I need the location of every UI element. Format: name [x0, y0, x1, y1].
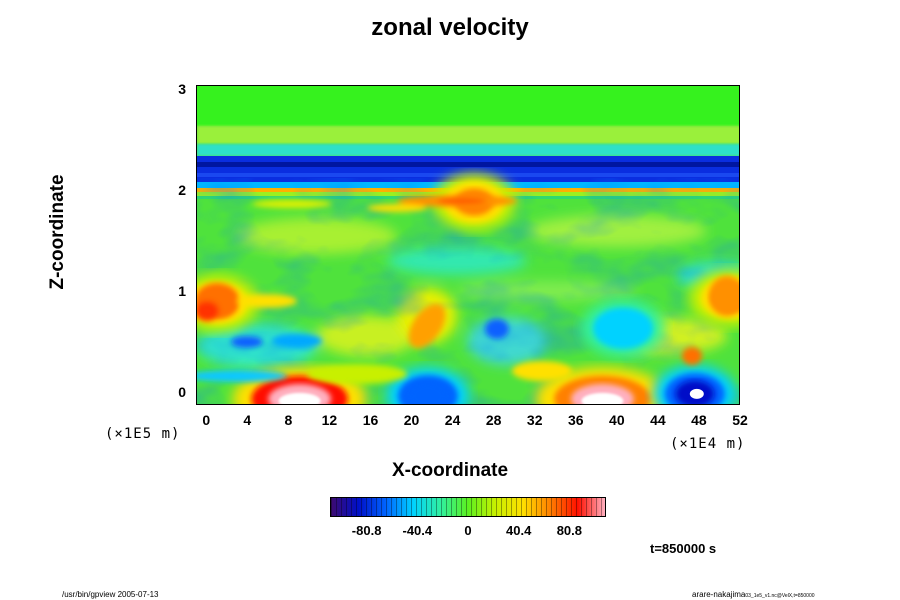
upper-green-band	[197, 86, 739, 126]
heatmap-canvas	[197, 86, 739, 404]
x-tick-label: 28	[485, 412, 502, 428]
time-label: t=850000 s	[650, 541, 717, 556]
y-tick-label: 0	[178, 383, 186, 400]
upper-yellowgreen-band	[197, 126, 739, 144]
colorbar	[330, 497, 606, 517]
feature-blob-core	[278, 392, 321, 404]
colorbar-tick-label: -80.8	[351, 523, 382, 538]
negative-band-core	[197, 162, 739, 167]
colorbar-tick-label: 80.8	[556, 523, 583, 538]
footer-left: /usr/bin/gpview 2005-07-13	[62, 590, 159, 599]
y-tick-label: 2	[178, 181, 186, 198]
x-axis-unit: (×1E4 m)	[670, 436, 746, 452]
colorbar-tick-label: 40.4	[506, 523, 532, 538]
x-tick-label: 40	[609, 412, 625, 428]
feature-blob	[386, 367, 470, 404]
feature-blob-core	[689, 388, 704, 399]
x-axis-label: X-coordinate	[391, 460, 509, 481]
feature-blob	[653, 365, 737, 404]
colorbar-divisions	[331, 498, 605, 516]
footer-right-sub: 03_1e5_v1.nc@VelX,t=850000	[745, 593, 815, 599]
x-tick-label: 16	[362, 412, 379, 428]
detail-streaks	[197, 195, 739, 384]
x-tick-label: 20	[403, 412, 420, 428]
footer-right: arare-nakajima03_1e5_v1.nc@VelX,t=850000	[692, 590, 815, 599]
x-tick-label: 48	[691, 412, 707, 428]
x-tick-label: 44	[650, 412, 666, 428]
x-tick-label: 8	[284, 412, 293, 428]
x-tick-label: 4	[243, 412, 252, 428]
x-tick-label: 0	[202, 412, 211, 428]
x-tick-label: 12	[321, 412, 338, 428]
feature-blob-core	[581, 392, 624, 404]
y-tick-label: 1	[178, 282, 186, 299]
chart-title: zonal velocity	[371, 14, 529, 41]
y-tick-label: 3	[178, 81, 186, 98]
feature-blob	[581, 299, 665, 358]
colorbar-tick-label: 0	[464, 523, 472, 538]
feature-blob-layer	[603, 314, 643, 342]
footer-right-main: arare-nakajima	[692, 590, 746, 599]
x-tick-label: 36	[567, 412, 584, 428]
y-axis-unit: (×1E5 m)	[105, 426, 181, 442]
colorbar-tick-label: -40.4	[402, 523, 433, 538]
feature-blob-layer	[408, 382, 448, 404]
x-tick-label: 52	[732, 412, 748, 428]
y-axis-label: Z-coordinate	[47, 174, 68, 290]
x-tick-label: 24	[444, 412, 461, 428]
feature-blob	[535, 366, 670, 404]
x-tick-label: 32	[526, 412, 543, 428]
plot-area	[196, 85, 740, 405]
cyan-band-upper	[197, 144, 739, 156]
